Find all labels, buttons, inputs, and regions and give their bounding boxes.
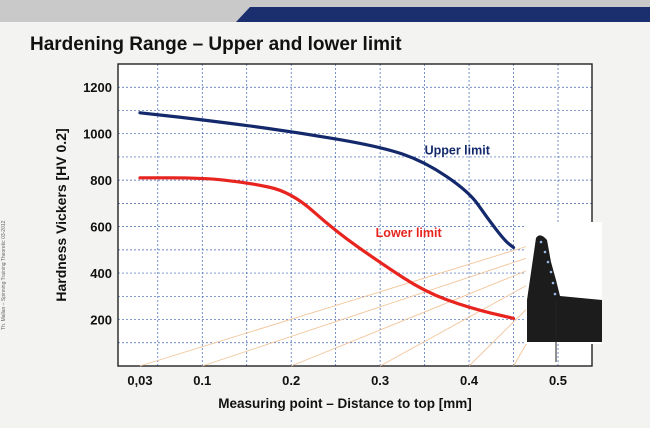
measuring-point-marker <box>539 240 543 244</box>
upper-limit-label: Upper limit <box>425 144 491 158</box>
tooth-cross-section <box>527 235 602 342</box>
chart-title: Hardening Range – Upper and lower limit <box>30 34 402 55</box>
y-tick-label: 400 <box>90 266 112 281</box>
footnote: Th. Mallan – Spinning Training Theoretic… <box>1 220 7 330</box>
y-tick-label: 200 <box>90 313 112 328</box>
lower-limit-line <box>138 176 516 320</box>
plot-area <box>118 64 592 366</box>
measuring-point-marker <box>553 292 557 296</box>
header-band <box>236 7 650 22</box>
y-tick-label: 600 <box>90 220 112 235</box>
x-tick-label: 0.2 <box>282 373 300 388</box>
plot-frame <box>117 63 593 367</box>
measuring-point-marker <box>546 260 550 264</box>
measuring-guide-line <box>139 241 542 367</box>
y-axis-label: Hardness Vickers [HV 0.2] <box>53 128 69 301</box>
measuring-point-marker <box>543 250 547 254</box>
y-tick-label: 800 <box>90 173 112 188</box>
measuring-point-marker <box>549 270 553 274</box>
measuring-point-marker <box>551 281 555 285</box>
x-tick-label: 0.5 <box>549 373 567 388</box>
x-tick-label: 0.4 <box>460 373 479 388</box>
x-tick-label: 0.1 <box>193 373 211 388</box>
y-tick-label: 1000 <box>83 127 112 142</box>
x-tick-label: 0,03 <box>127 373 152 388</box>
upper-limit-line <box>138 111 516 250</box>
x-axis-label: Measuring point – Distance to top [mm] <box>218 396 472 411</box>
x-tick-label: 0.3 <box>371 373 389 388</box>
measuring-guide-line <box>379 271 552 367</box>
lower-limit-label: Lower limit <box>376 226 443 240</box>
y-tick-label: 1200 <box>83 80 112 95</box>
measuring-guide-line <box>291 261 549 367</box>
measuring-guide-line <box>202 251 546 367</box>
